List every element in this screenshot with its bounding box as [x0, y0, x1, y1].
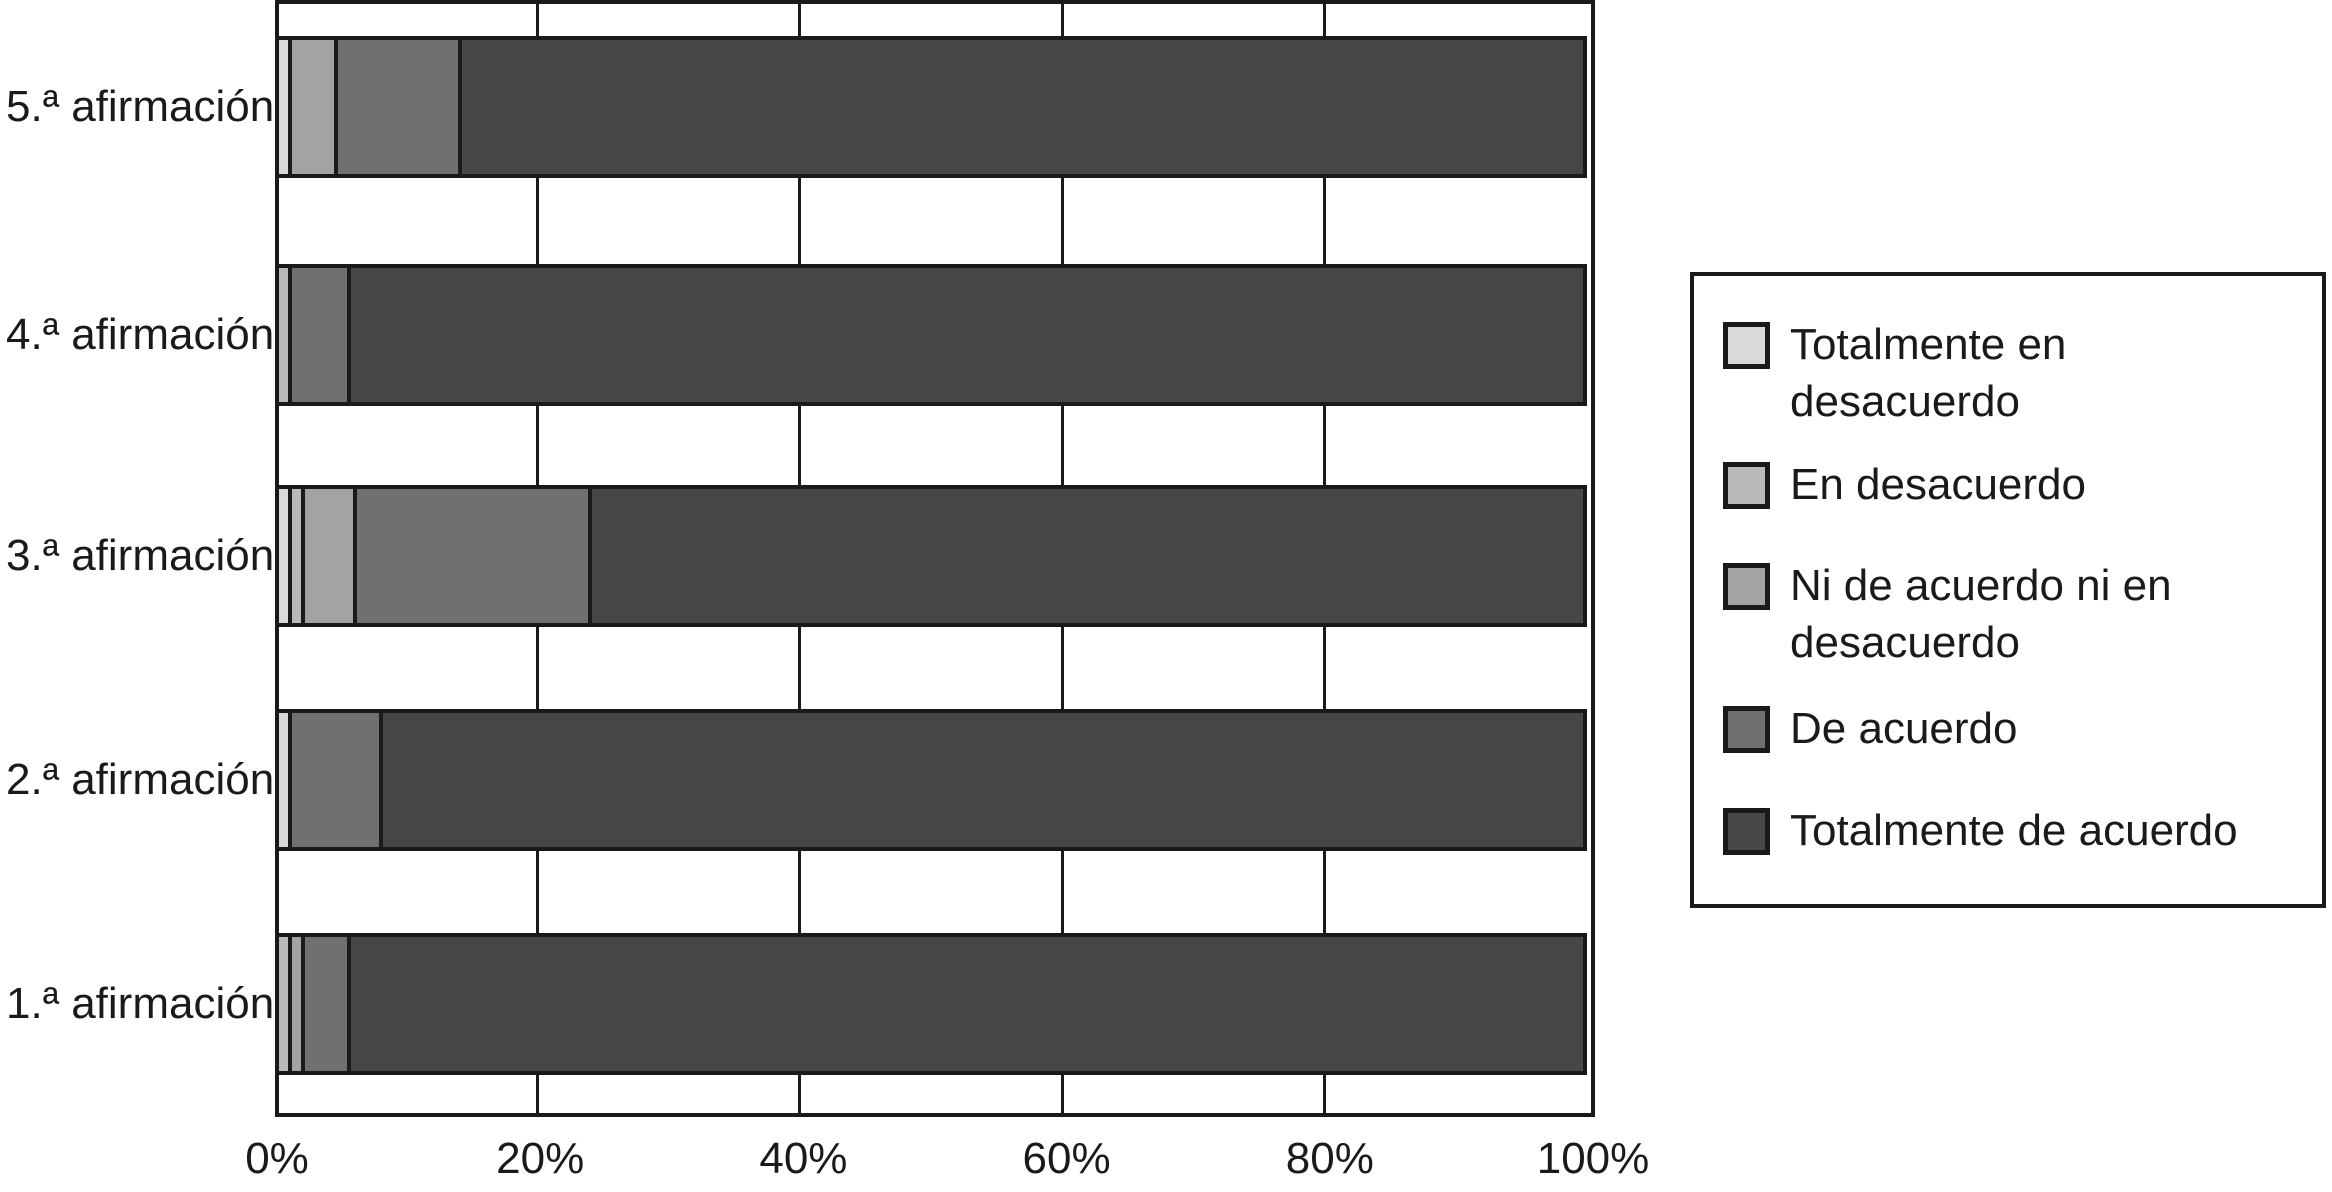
legend-item-5: Totalmente de acuerdo [1723, 806, 2300, 859]
category-label-5: 1.ª afirmación [6, 979, 275, 1028]
bar-segment [279, 40, 293, 174]
bar-row-4 [275, 709, 1587, 851]
legend-label: En desacuerdo [1790, 460, 2086, 509]
legend-label: Ni de acuerdo ni en desacuerdo [1790, 561, 2172, 667]
bar-segment [292, 713, 384, 847]
bar-segment [305, 937, 351, 1071]
legend-label: Totalmente en desacuerdo [1790, 320, 2067, 426]
bar-segment [292, 489, 306, 623]
x-tick-label-100: 100% [1536, 1134, 1650, 1183]
x-tick-label-20: 20% [496, 1134, 585, 1183]
bar-segment [357, 489, 592, 623]
bar-row-2 [275, 264, 1587, 406]
bar-segment [292, 937, 306, 1071]
bar-segment [350, 268, 1583, 402]
category-label-1: 5.ª afirmación [6, 82, 275, 131]
bar-segment [279, 937, 293, 1071]
bar-segment [337, 40, 462, 174]
x-tick-label-0: 0% [245, 1134, 309, 1183]
bar-row-3 [275, 485, 1587, 627]
legend-swatch [1723, 706, 1770, 753]
legend-label: De acuerdo [1790, 704, 2018, 753]
bar-segment [591, 489, 1583, 623]
bar-segment [279, 489, 293, 623]
x-tick-label-80: 80% [1285, 1134, 1374, 1183]
legend-swatch [1723, 322, 1770, 369]
legend-label: Totalmente de acuerdo [1790, 806, 2238, 855]
bar-segment [279, 268, 293, 402]
legend-swatch [1723, 808, 1770, 855]
x-tick-label-40: 40% [759, 1134, 848, 1183]
category-label-4: 2.ª afirmación [6, 755, 275, 804]
bar-segment [461, 40, 1583, 174]
legend-item-4: De acuerdo [1723, 704, 2300, 757]
bar-segment [292, 40, 338, 174]
legend-box: Totalmente en desacuerdo En desacuerdo Ni … [1690, 272, 2326, 908]
legend-item-2: En desacuerdo [1723, 460, 2300, 513]
legend-swatch [1723, 563, 1770, 610]
category-label-2: 4.ª afirmación [6, 310, 275, 359]
bar-row-1 [275, 36, 1587, 178]
bar-row-5 [275, 933, 1587, 1075]
bar-segment [292, 268, 351, 402]
bar-segment [350, 937, 1583, 1071]
plot-area [275, 0, 1595, 1117]
x-tick-label-60: 60% [1022, 1134, 1111, 1183]
bar-segment [279, 713, 293, 847]
category-label-3: 3.ª afirmación [6, 531, 275, 580]
legend-item-3: Ni de acuerdo ni en desacuerdo [1723, 561, 2300, 671]
bar-segment [305, 489, 358, 623]
legend-swatch [1723, 462, 1770, 509]
legend-item-1: Totalmente en desacuerdo [1723, 320, 2300, 430]
bar-segment [383, 713, 1583, 847]
